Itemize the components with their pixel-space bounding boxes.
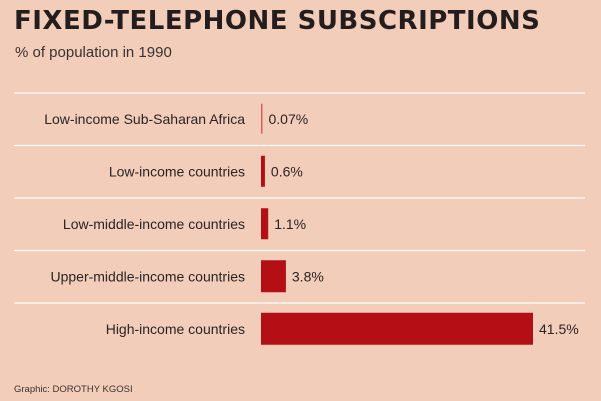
category-label: Low-income countries [109, 163, 245, 179]
value-label: 41.5% [539, 321, 579, 337]
category-label: Low-middle-income countries [63, 216, 245, 232]
bar-chart: Low-income Sub-Saharan Africa 0.07% Low-in… [14, 92, 585, 345]
category-label: Low-income Sub-Saharan Africa [44, 111, 245, 127]
bar [261, 208, 269, 240]
value-label: 3.8% [292, 268, 324, 284]
bar [261, 103, 263, 134]
category-label: Upper-middle-income countries [50, 268, 245, 284]
bar [261, 312, 533, 345]
value-label: 0.07% [269, 111, 309, 127]
graphic-credit: Graphic: DOROTHY KGOSI [14, 384, 133, 395]
chart-subtitle: % of population in 1990 [15, 44, 172, 61]
bar [261, 155, 265, 187]
chart-title: FIXED-TELEPHONE SUBSCRIPTIONS [14, 6, 541, 36]
value-label: 0.6% [271, 163, 303, 179]
value-label: 1.1% [274, 216, 306, 232]
category-label: High-income countries [106, 321, 245, 337]
bar [261, 260, 286, 293]
